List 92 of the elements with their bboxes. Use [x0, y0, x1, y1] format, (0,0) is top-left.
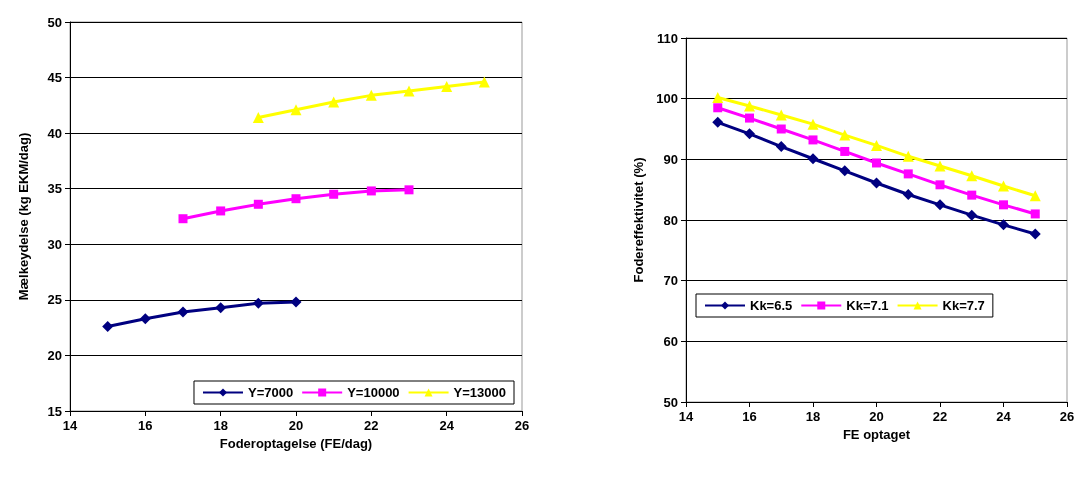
- point: [712, 116, 724, 128]
- point: [215, 302, 227, 314]
- point: [1029, 190, 1041, 202]
- legend-label: Kk=6.5: [750, 298, 793, 313]
- point: [966, 209, 978, 221]
- point: [1030, 209, 1040, 219]
- x-tick-label: 16: [742, 409, 757, 424]
- point: [966, 170, 978, 182]
- legend-label: Kk=7.7: [942, 298, 985, 313]
- x-tick-label: 22: [932, 409, 948, 424]
- x-tick-label: 16: [138, 418, 153, 433]
- y-tick-label: 40: [47, 125, 62, 141]
- point: [903, 169, 913, 179]
- point: [999, 200, 1008, 210]
- point: [329, 189, 339, 199]
- point: [872, 158, 881, 168]
- x-tick-label: 24: [996, 409, 1012, 424]
- point: [365, 89, 377, 101]
- x-tick-label: 26: [1059, 409, 1075, 424]
- y-tick-label: 50: [663, 394, 678, 410]
- x-tick-label: 26: [514, 418, 530, 433]
- y-tick-label: 50: [47, 14, 62, 30]
- point: [139, 313, 151, 325]
- point: [871, 177, 882, 189]
- point: [745, 113, 754, 123]
- y-tick-label: 60: [663, 333, 678, 349]
- point: [934, 199, 946, 211]
- point: [252, 112, 264, 124]
- point: [967, 190, 977, 200]
- y-tick-label: 80: [663, 212, 678, 228]
- x-tick-label: 14: [678, 409, 694, 424]
- y-axis-title: Mælkeydelse (kg EKM/dag): [16, 132, 31, 301]
- x-tick-label: 20: [288, 418, 304, 433]
- point: [404, 185, 414, 195]
- point: [935, 180, 945, 190]
- point: [998, 180, 1009, 192]
- point: [290, 296, 302, 308]
- point: [807, 118, 819, 130]
- x-axis-title: Foderoptagelse (FE/dag): [219, 435, 373, 451]
- x-tick-label: 22: [364, 418, 379, 433]
- point: [1029, 228, 1041, 240]
- point: [934, 160, 946, 172]
- point: [807, 153, 819, 165]
- y-tick-label: 45: [47, 70, 62, 86]
- point: [998, 219, 1009, 231]
- y-tick-label: 35: [47, 181, 62, 197]
- point: [216, 206, 226, 216]
- point: [744, 100, 755, 112]
- point: [902, 189, 914, 201]
- point: [775, 109, 787, 121]
- x-tick-label: 18: [213, 418, 228, 433]
- point: [776, 124, 786, 134]
- point: [102, 321, 114, 333]
- point: [252, 297, 264, 309]
- y-tick-label: 30: [47, 236, 62, 252]
- point: [253, 199, 263, 209]
- point: [902, 150, 914, 162]
- point: [713, 103, 723, 113]
- legend-label: Y=7000: [247, 385, 294, 400]
- legend-label: Y=10000: [347, 385, 400, 400]
- legend-label: Y=13000: [453, 385, 507, 400]
- point: [808, 135, 818, 145]
- point: [712, 91, 724, 103]
- point: [775, 141, 787, 153]
- y-axis-title: Fodereffektivitet (%): [631, 157, 647, 283]
- point: [441, 80, 453, 92]
- x-tick-label: 18: [805, 409, 821, 424]
- y-tick-label: 15: [47, 403, 62, 419]
- legend-label: Kk=7.1: [846, 298, 889, 313]
- point: [744, 128, 755, 140]
- point: [177, 306, 189, 318]
- x-tick-label: 20: [869, 409, 884, 424]
- x-tick-label: 14: [62, 418, 78, 433]
- y-tick-label: 90: [663, 151, 678, 167]
- point: [178, 214, 188, 224]
- y-tick-label: 110: [657, 30, 678, 46]
- y-tick-label: 25: [47, 292, 62, 308]
- y-tick-label: 100: [656, 91, 678, 107]
- point: [366, 186, 376, 196]
- point: [840, 146, 850, 156]
- point: [871, 139, 882, 151]
- point: [839, 165, 851, 177]
- point: [403, 85, 415, 97]
- point: [291, 194, 301, 204]
- x-tick-label: 24: [439, 418, 455, 433]
- point: [478, 76, 490, 88]
- y-tick-label: 20: [47, 347, 62, 363]
- x-axis-title: FE optaget: [842, 426, 911, 442]
- point: [839, 129, 851, 141]
- y-tick-label: 70: [663, 273, 678, 289]
- point: [290, 104, 302, 116]
- point: [328, 96, 340, 108]
